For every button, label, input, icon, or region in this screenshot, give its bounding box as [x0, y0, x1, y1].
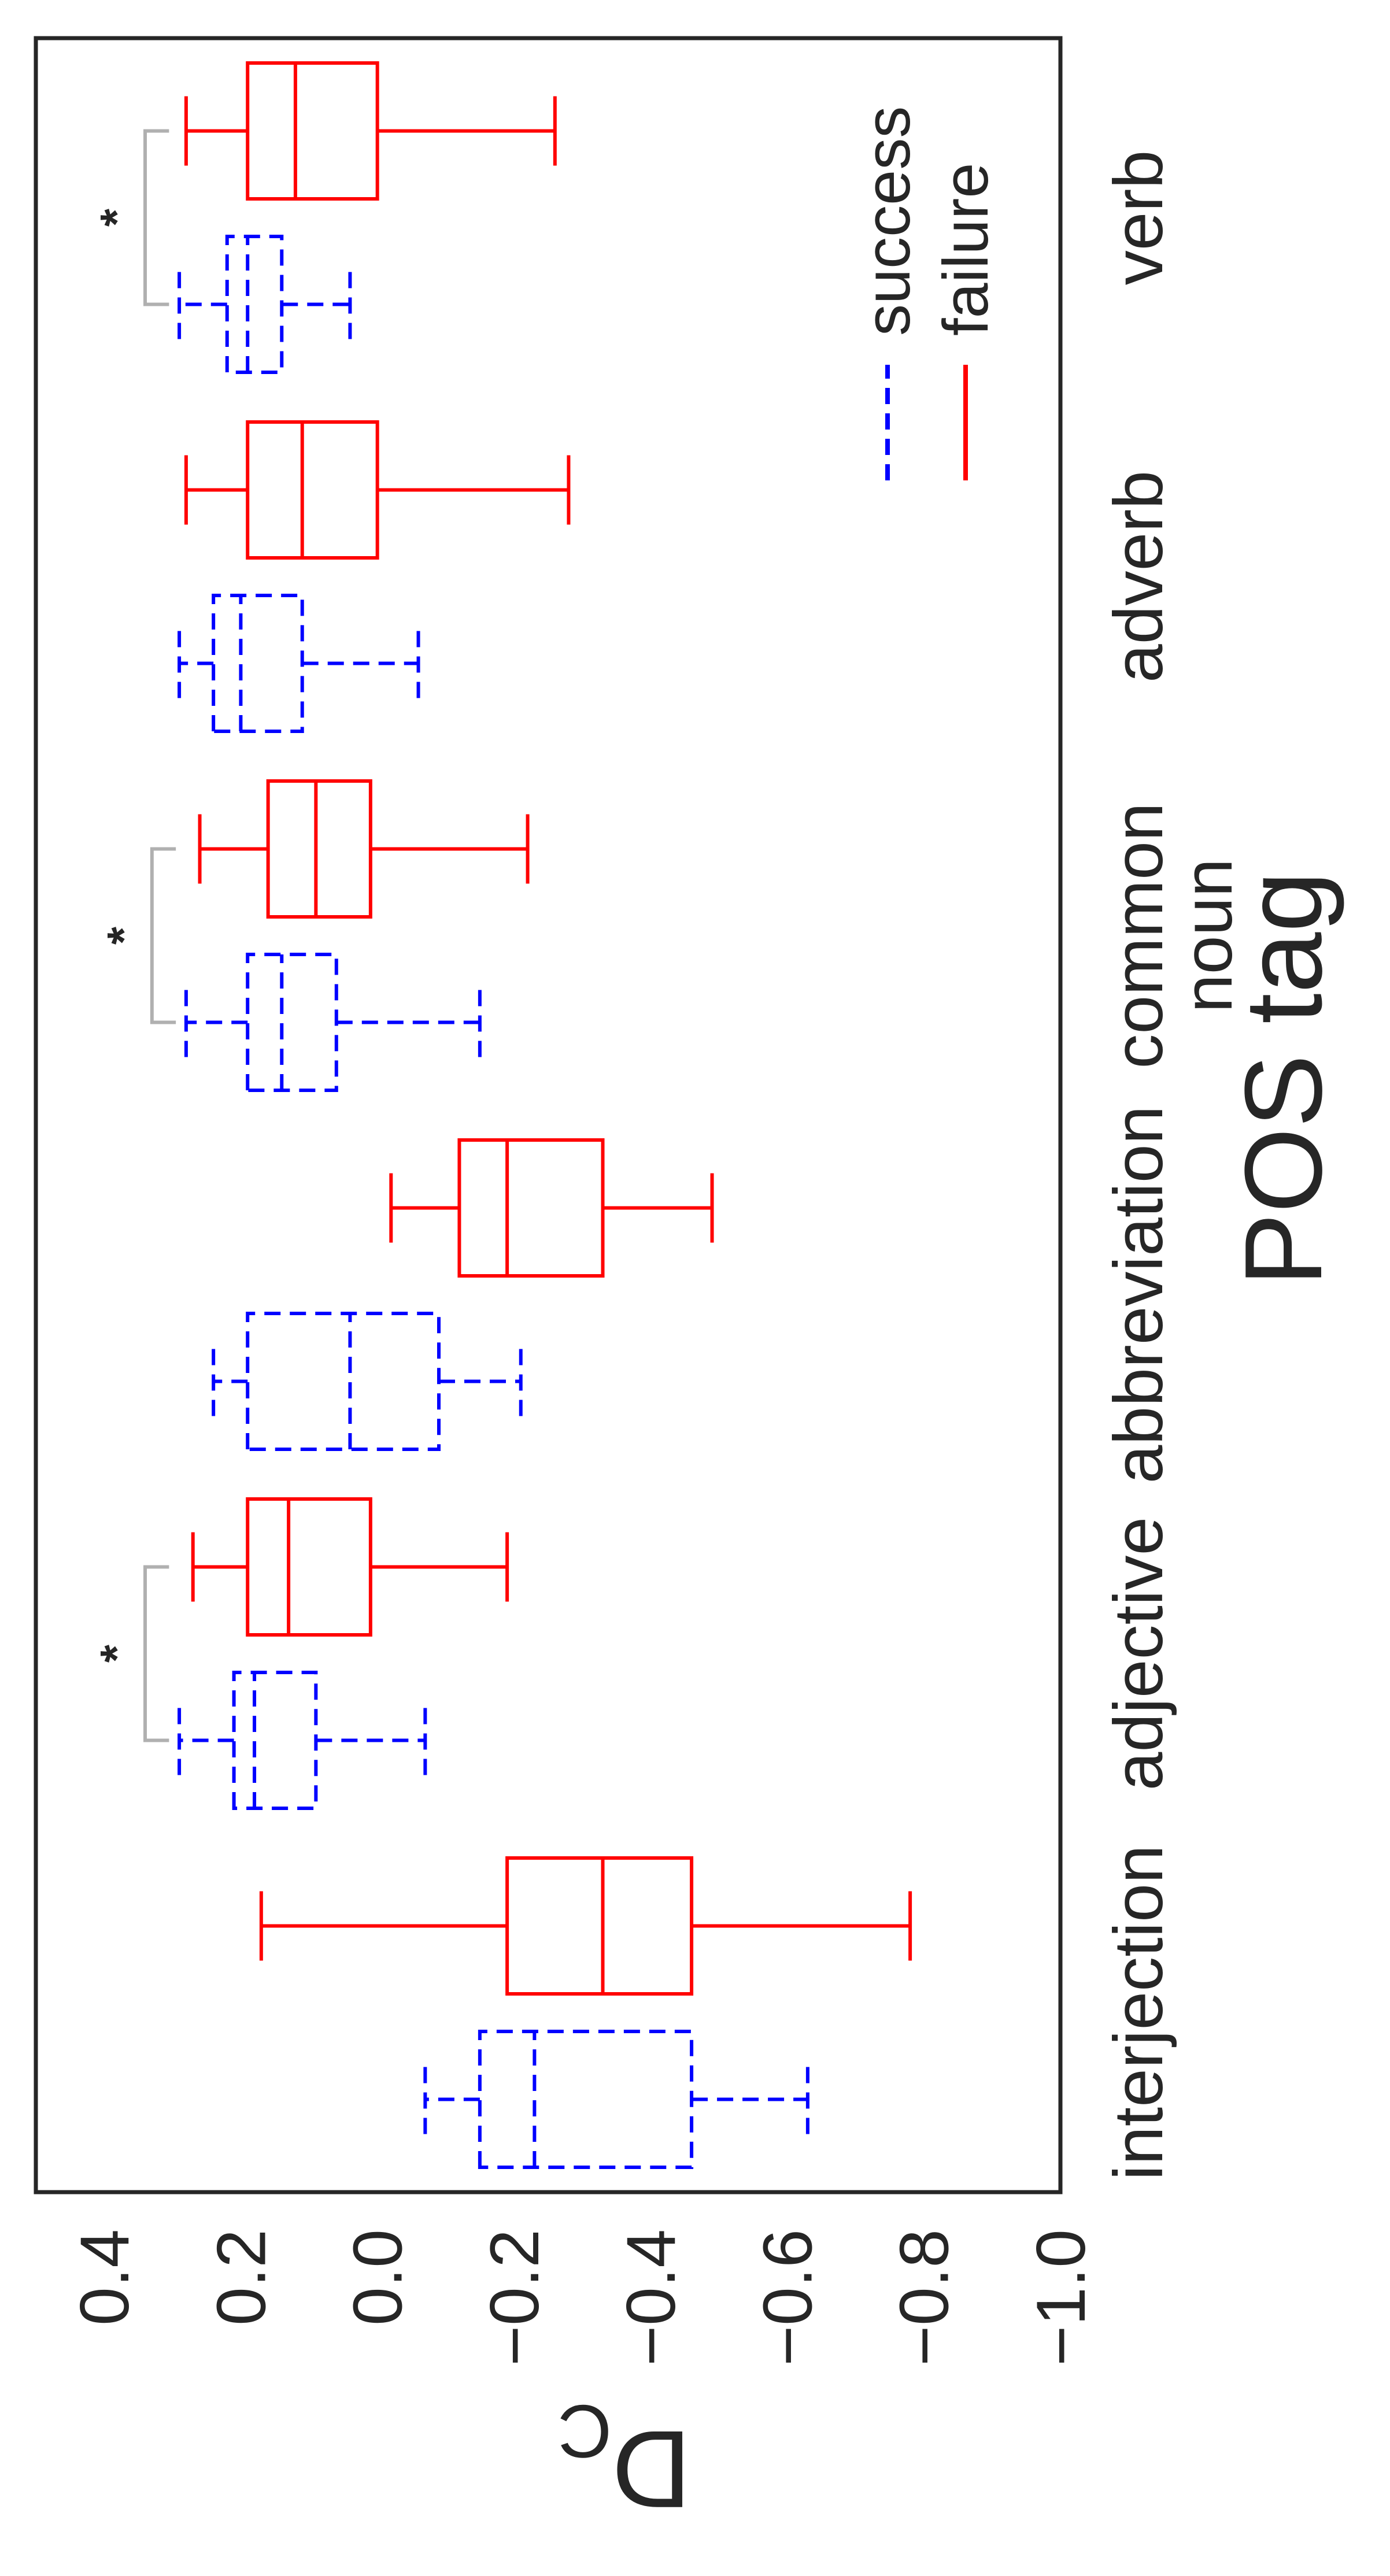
failure-box [184, 61, 557, 201]
success-box [178, 1671, 427, 1810]
failure-box [198, 779, 530, 919]
success-box [184, 953, 482, 1092]
chart-marks: * * * [91, 61, 912, 2169]
x-tick-label: verb [1100, 150, 1177, 285]
y-tick-label: 0.4 [66, 2229, 143, 2326]
y-tick-label: −0.4 [612, 2229, 690, 2366]
significance-star: * [98, 926, 149, 945]
failure-box [259, 1856, 912, 1996]
failure-box [389, 1138, 714, 1278]
y-axis-label-subscript: C [557, 2389, 612, 2474]
success-box [178, 235, 352, 374]
success-box [212, 1312, 523, 1451]
x-axis-label: POS tag [1222, 871, 1345, 1286]
x-tick-label: adverb [1100, 471, 1177, 683]
y-tick-label: −0.6 [749, 2229, 826, 2366]
y-tick-label: −0.8 [886, 2229, 963, 2366]
x-tick-label: common [1100, 802, 1177, 1068]
x-tick-label: adjective [1100, 1517, 1177, 1791]
x-tick-labels: interjection adjective abbreviation commonn… [1100, 150, 1247, 2181]
significance-bracket [143, 129, 169, 306]
y-tick-label: −0.2 [476, 2229, 553, 2366]
x-tick-label: noun [1169, 858, 1247, 1013]
significance-bracket [143, 1565, 169, 1742]
y-tick-label: 0.0 [339, 2229, 417, 2326]
y-tick-label: −1.0 [1022, 2229, 1100, 2366]
y-tick-labels: 0.4 0.2 0.0 −0.2 −0.4 −0.6 −0.8 −1.0 [66, 2229, 1100, 2366]
success-box [423, 2030, 809, 2169]
significance-star: * [91, 208, 142, 227]
axes-frame [34, 36, 1063, 2194]
significance-star: * [91, 1644, 142, 1663]
y-tick-label: 0.2 [202, 2229, 280, 2326]
legend: success failure [852, 106, 1001, 480]
legend-success-label: success [852, 106, 923, 336]
success-box [178, 594, 420, 733]
failure-box [184, 420, 571, 560]
failure-box [191, 1497, 509, 1637]
legend-failure-label: failure [930, 162, 1001, 336]
significance-bracket [150, 847, 176, 1024]
x-tick-label: interjection [1100, 1845, 1177, 2180]
x-tick-label: abbreviation [1100, 1106, 1177, 1484]
